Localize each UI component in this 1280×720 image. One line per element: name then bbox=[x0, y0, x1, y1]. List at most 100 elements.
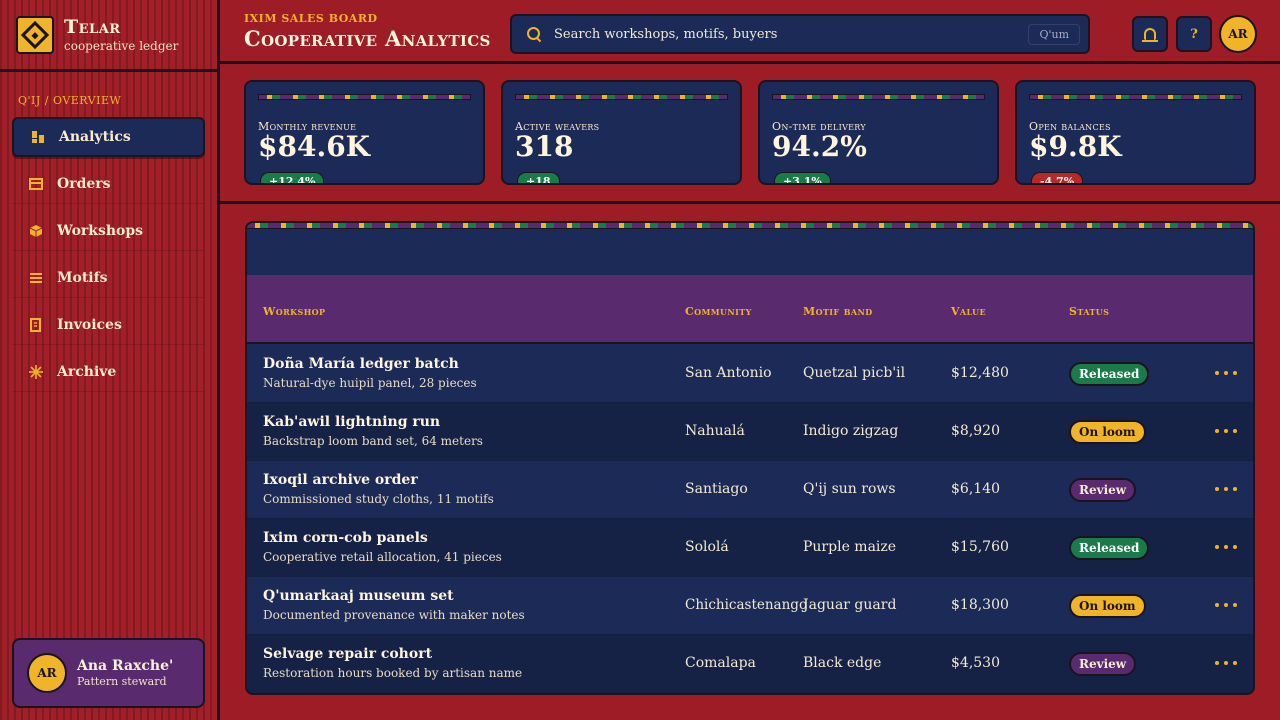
header-avatar[interactable]: AR bbox=[1219, 15, 1257, 53]
kpi-value: 318 bbox=[515, 130, 574, 163]
status-badge: Released bbox=[1069, 362, 1150, 386]
value-cell: $6,140 bbox=[951, 481, 1000, 497]
app-title: Telar bbox=[64, 16, 121, 38]
workshop-name: Q'umarkaaj museum set bbox=[263, 588, 454, 604]
sidebar-item-invoices[interactable]: Invoices bbox=[12, 305, 205, 345]
community-cell: Comalapa bbox=[685, 655, 756, 671]
woven-band bbox=[1029, 94, 1242, 100]
status-badge: Review bbox=[1069, 478, 1137, 502]
value-cell: $12,480 bbox=[951, 365, 1009, 381]
status-badge: On loom bbox=[1069, 594, 1146, 618]
sidebar-item-label: Motifs bbox=[57, 269, 108, 286]
value-cell: $8,920 bbox=[951, 423, 1000, 439]
kpi-delta-badge: +3.1% bbox=[774, 172, 831, 183]
table-row[interactable]: Ixim corn-cob panels Cooperative retail … bbox=[247, 519, 1253, 577]
workshop-description: Documented provenance with maker notes bbox=[263, 608, 525, 622]
motif-cell: Black edge bbox=[803, 655, 882, 671]
kpi-card-weavers[interactable]: Active weavers 318 +18 bbox=[501, 80, 742, 185]
column-header-status[interactable]: Status bbox=[1069, 305, 1110, 318]
workshop-name: Kab'awil lightning run bbox=[263, 414, 441, 430]
woven-band bbox=[258, 94, 471, 100]
user-role: Pattern steward bbox=[77, 675, 167, 688]
value-cell: $18,300 bbox=[951, 597, 1009, 613]
workshop-name: Doña María ledger batch bbox=[263, 356, 459, 372]
top-header: IXIM SALES BOARD Cooperative Analytics Q… bbox=[220, 0, 1280, 64]
sun-icon bbox=[28, 364, 43, 379]
bell-icon bbox=[1142, 28, 1158, 42]
table-row[interactable]: Q'umarkaaj museum set Documented provena… bbox=[247, 577, 1253, 635]
sidebar-item-label: Workshops bbox=[57, 222, 144, 239]
sidebar: Telar cooperative ledger Q'IJ / OVERVIEW… bbox=[0, 0, 220, 720]
woven-band bbox=[515, 94, 728, 100]
column-header-community[interactable]: Community bbox=[685, 305, 752, 318]
column-header-value[interactable]: Value bbox=[951, 305, 987, 318]
lines-icon bbox=[28, 270, 43, 285]
app-subtitle: cooperative ledger bbox=[64, 39, 179, 53]
kpi-delta-badge: +18 bbox=[517, 172, 560, 183]
status-badge: Released bbox=[1069, 536, 1150, 560]
page-title: Cooperative Analytics bbox=[244, 26, 491, 51]
diamond-logo-icon[interactable] bbox=[16, 15, 54, 54]
sidebar-item-label: Analytics bbox=[59, 129, 131, 145]
sidebar-item-archive[interactable]: Archive bbox=[12, 352, 205, 392]
user-name: Ana Raxche' bbox=[77, 658, 174, 674]
kpi-strip: Monthly revenue $84.6K +12.4% Active wea… bbox=[220, 64, 1280, 204]
table-row[interactable]: Selvage repair cohort Restoration hours … bbox=[247, 635, 1253, 693]
more-options-icon[interactable] bbox=[1215, 423, 1237, 439]
column-header-motif[interactable]: Motif band bbox=[803, 305, 873, 318]
workshop-table-panel: Workshop Community Motif band Value Stat… bbox=[245, 221, 1255, 695]
value-cell: $4,530 bbox=[951, 655, 1000, 671]
sidebar-item-orders[interactable]: Orders bbox=[12, 164, 205, 204]
status-badge: Review bbox=[1069, 652, 1137, 676]
community-cell: Nahualá bbox=[685, 423, 745, 439]
kpi-value: $84.6K bbox=[258, 130, 371, 163]
table-header: Workshop Community Motif band Value Stat… bbox=[247, 275, 1253, 344]
table-row[interactable]: Kab'awil lightning run Backstrap loom ba… bbox=[247, 403, 1253, 461]
kpi-label: Active weavers bbox=[515, 120, 600, 133]
kpi-card-revenue[interactable]: Monthly revenue $84.6K +12.4% bbox=[244, 80, 485, 185]
community-cell: Chichicastenango bbox=[685, 597, 808, 613]
table-row[interactable]: Ixoqil archive order Commissioned study … bbox=[247, 461, 1253, 519]
search-bar[interactable]: Q'um bbox=[510, 14, 1090, 54]
more-options-icon[interactable] bbox=[1215, 481, 1237, 497]
motif-cell: Q'ij sun rows bbox=[803, 481, 896, 497]
breadcrumb: Q'IJ / OVERVIEW bbox=[18, 94, 122, 107]
kpi-card-delivery[interactable]: On-time delivery 94.2% +3.1% bbox=[758, 80, 999, 185]
motif-cell: Indigo zigzag bbox=[803, 423, 899, 439]
table-row[interactable]: Doña María ledger batch Natural-dye huip… bbox=[247, 345, 1253, 403]
sidebar-item-label: Archive bbox=[57, 363, 117, 380]
user-card[interactable]: AR Ana Raxche' Pattern steward bbox=[12, 638, 205, 708]
workshop-description: Restoration hours booked by artisan name bbox=[263, 666, 523, 680]
kpi-delta-badge: +12.4% bbox=[260, 172, 325, 183]
woven-band bbox=[772, 94, 985, 100]
motif-cell: Jaguar guard bbox=[803, 597, 897, 613]
workshop-description: Backstrap loom band set, 64 meters bbox=[263, 434, 483, 448]
kpi-card-balances[interactable]: Open balances $9.8K -4.7% bbox=[1015, 80, 1256, 185]
page-eyebrow: IXIM SALES BOARD bbox=[244, 12, 378, 25]
value-cell: $15,760 bbox=[951, 539, 1009, 555]
community-cell: Santiago bbox=[685, 481, 748, 497]
cube-icon bbox=[28, 223, 43, 238]
kpi-value: $9.8K bbox=[1029, 130, 1122, 163]
receipt-icon bbox=[28, 317, 43, 332]
column-header-workshop[interactable]: Workshop bbox=[263, 305, 326, 318]
more-options-icon[interactable] bbox=[1215, 655, 1237, 671]
workshop-name: Ixim corn-cob panels bbox=[263, 530, 428, 546]
more-options-icon[interactable] bbox=[1215, 597, 1237, 613]
more-options-icon[interactable] bbox=[1215, 539, 1237, 555]
search-input[interactable] bbox=[554, 26, 1029, 42]
sidebar-item-motifs[interactable]: Motifs bbox=[12, 258, 205, 298]
sidebar-item-analytics[interactable]: Analytics bbox=[12, 117, 205, 157]
sidebar-nav: Analytics Orders Workshops Motifs Invoic… bbox=[12, 117, 205, 399]
workshop-description: Natural-dye huipil panel, 28 pieces bbox=[263, 376, 477, 390]
community-cell: San Antonio bbox=[685, 365, 772, 381]
help-button[interactable]: ? bbox=[1176, 16, 1212, 52]
more-options-icon[interactable] bbox=[1215, 365, 1237, 381]
sidebar-item-label: Orders bbox=[57, 175, 111, 192]
sidebar-item-label: Invoices bbox=[57, 316, 122, 333]
motif-cell: Quetzal picb'il bbox=[803, 365, 906, 381]
workshop-description: Cooperative retail allocation, 41 pieces bbox=[263, 550, 502, 564]
sidebar-item-workshops[interactable]: Workshops bbox=[12, 211, 205, 251]
notifications-button[interactable] bbox=[1132, 16, 1168, 52]
tray-icon bbox=[28, 176, 43, 191]
